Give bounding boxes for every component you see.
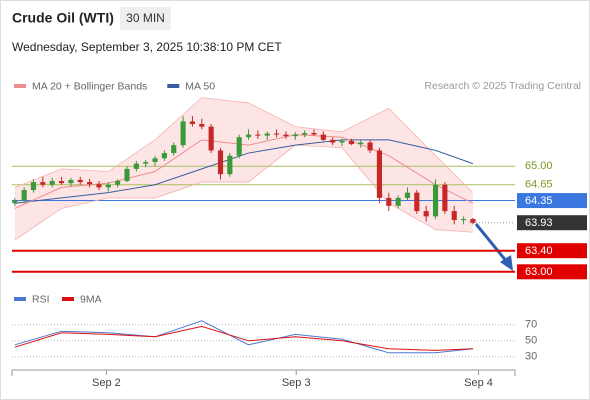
credit: Research © 2025 Trading Central	[424, 80, 581, 92]
rsi-ma-line	[14, 325, 473, 351]
interval-badge	[120, 7, 171, 30]
candle-body	[311, 133, 317, 135]
x-tick-label: Sep 3	[282, 377, 311, 389]
ma50-line	[14, 139, 474, 204]
candle-body	[227, 155, 233, 175]
level-label: 63.93	[525, 217, 553, 229]
bollinger-upper	[14, 97, 474, 193]
subtitle: Wednesday, September 3, 2025 10:38:10 PM…	[12, 40, 282, 54]
candle-body	[124, 168, 130, 182]
rsi-legend-label: RSI	[32, 293, 50, 305]
candle-body	[395, 197, 401, 206]
candle-body	[292, 134, 298, 137]
rsi-line	[14, 320, 473, 354]
candle-body	[87, 182, 93, 185]
candle-body	[255, 134, 261, 136]
legend-label: MA 20 + Bollinger Bands	[32, 80, 147, 92]
forecast-arrow	[474, 223, 509, 263]
ma20-line	[14, 134, 474, 209]
legend-swatch	[167, 84, 180, 88]
candle-body	[77, 179, 83, 183]
rsi-legend-swatch	[62, 297, 74, 301]
level-box	[517, 264, 587, 280]
candle-body	[40, 182, 46, 185]
legend-label: MA 50	[185, 80, 215, 92]
candle-body	[49, 181, 55, 185]
candle-body	[404, 192, 411, 198]
x-tick-label: Sep 4	[464, 377, 493, 389]
candle-body	[171, 145, 177, 154]
bollinger-band	[14, 97, 473, 241]
candle-body	[423, 211, 429, 217]
candle-body	[451, 211, 457, 221]
rsi-legend-swatch	[14, 297, 26, 301]
candle-body	[432, 184, 439, 217]
candle-body	[199, 124, 205, 127]
candle-body	[208, 126, 214, 151]
candle-body	[115, 181, 121, 185]
candle-body	[217, 150, 224, 175]
candle-body	[58, 181, 65, 184]
candle-body	[152, 158, 158, 163]
candle-body	[386, 197, 392, 206]
legend-swatch	[14, 84, 26, 88]
forecast-arrowhead	[500, 255, 513, 271]
candle-body	[30, 182, 37, 190]
candle-body	[330, 139, 336, 143]
candle-body	[180, 121, 186, 146]
candle-body	[283, 134, 289, 137]
candle-body	[339, 140, 345, 143]
candle-body	[96, 184, 102, 188]
candle-body	[358, 142, 364, 145]
candle-body	[414, 192, 420, 212]
candle-body	[21, 190, 27, 201]
candle-body	[461, 219, 467, 221]
candle-body	[68, 179, 74, 184]
candle-body	[348, 140, 354, 145]
level-box	[517, 215, 587, 231]
chart-title: Crude Oil (WTI)	[12, 10, 114, 26]
level-label: 63.00	[525, 266, 553, 278]
rsi-tick-label: 70	[525, 319, 537, 331]
level-label: 63.40	[525, 245, 553, 257]
x-tick-label: Sep 2	[92, 377, 121, 389]
candle-body	[12, 200, 18, 204]
bollinger-lower	[14, 144, 473, 241]
interval-label: 30 MIN	[126, 11, 165, 25]
level-label: 64.65	[525, 179, 553, 191]
level-label: 64.35	[525, 195, 553, 207]
candle-body	[236, 137, 242, 156]
level-box	[517, 243, 587, 259]
candle-body	[367, 142, 373, 151]
candle-body	[105, 184, 111, 188]
rsi-tick-label: 50	[525, 335, 537, 347]
level-label: 65.00	[525, 160, 553, 172]
rsi-legend-label: 9MA	[80, 293, 102, 305]
candle-body	[470, 219, 476, 223]
candle-body	[274, 133, 280, 135]
candle-body	[442, 184, 448, 212]
level-box	[517, 193, 587, 209]
candle-body	[133, 163, 139, 169]
candle-body	[264, 133, 270, 136]
rsi-tick-label: 30	[525, 351, 537, 363]
candle-body	[245, 134, 252, 138]
candle-body	[302, 133, 308, 135]
candle-body	[189, 121, 196, 125]
candle-body	[143, 162, 149, 164]
candle-body	[320, 134, 326, 140]
candle-body	[161, 153, 167, 159]
candle-body	[376, 150, 383, 198]
